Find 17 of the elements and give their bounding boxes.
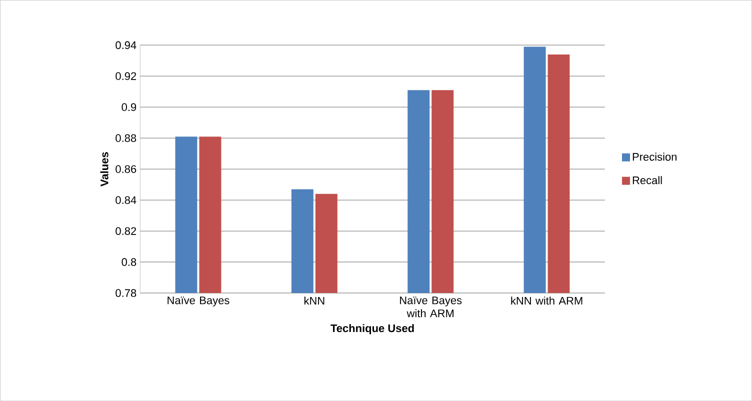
- x-axis-title: Technique Used: [330, 324, 414, 334]
- y-tick-label: 0.84: [116, 196, 136, 204]
- y-tick-label: 0.9: [122, 103, 136, 111]
- x-tick-label: kNN with ARM: [511, 296, 582, 305]
- x-tick-label: Naïve Bayes: [168, 296, 230, 306]
- x-tick-label: Naïve Bayes with ARM: [400, 296, 462, 318]
- y-tick-label: 0.8: [122, 258, 136, 266]
- legend-label: Precision: [632, 152, 676, 161]
- y-tick-label: 0.82: [116, 227, 136, 235]
- y-axis-title: Values: [100, 152, 108, 186]
- y-tick-label: 0.78: [116, 289, 136, 297]
- x-tick-label: kNN: [304, 296, 324, 304]
- legend-label: Recall: [632, 176, 662, 184]
- y-tick-label: 0.86: [116, 165, 136, 173]
- y-tick-label: 0.88: [116, 134, 136, 142]
- y-tick-label: 0.92: [116, 72, 136, 80]
- y-tick-label: 0.94: [116, 41, 136, 49]
